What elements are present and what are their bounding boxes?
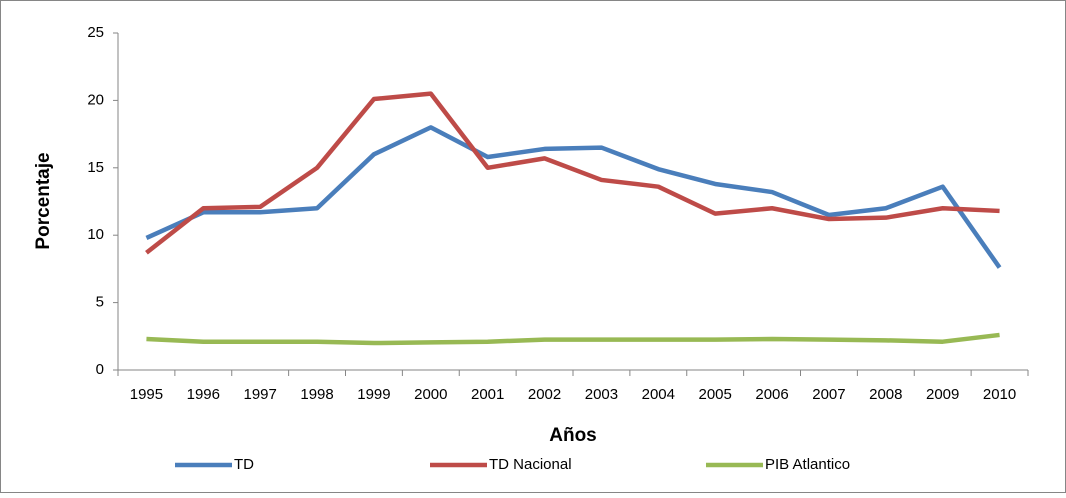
x-tick-label: 2007 xyxy=(812,386,845,403)
legend-label: TD xyxy=(234,456,254,473)
series-line xyxy=(145,125,1002,269)
y-tick-label: 25 xyxy=(87,24,104,41)
x-axis-title: Años xyxy=(549,425,597,446)
series-line xyxy=(146,332,1000,346)
legend-label: PIB Atlantico xyxy=(765,456,850,473)
legend-label: TD Nacional xyxy=(489,456,572,473)
x-tick-label: 2001 xyxy=(471,386,504,403)
x-tick-label: 2010 xyxy=(983,386,1016,403)
x-tick-label: 2005 xyxy=(699,386,732,403)
x-tick-label: 1997 xyxy=(244,386,277,403)
y-tick-label: 5 xyxy=(96,294,104,311)
x-tick-label: 1999 xyxy=(357,386,390,403)
x-tick-label: 1998 xyxy=(300,386,333,403)
x-tick-label: 2009 xyxy=(926,386,959,403)
x-tick-label: 2008 xyxy=(869,386,902,403)
y-tick-label: 0 xyxy=(96,361,104,378)
x-tick-label: 2002 xyxy=(528,386,561,403)
x-tick-label: 2006 xyxy=(755,386,788,403)
y-tick-label: 10 xyxy=(87,226,104,243)
x-tick-label: 2004 xyxy=(642,386,675,403)
y-axis-title: Porcentaje xyxy=(33,152,54,249)
y-tick-label: 20 xyxy=(87,91,104,108)
series-line xyxy=(145,91,1000,255)
x-tick-label: 1995 xyxy=(130,386,163,403)
x-tick-label: 2003 xyxy=(585,386,618,403)
x-tick-label: 2000 xyxy=(414,386,447,403)
x-tick-label: 1996 xyxy=(187,386,220,403)
y-tick-label: 15 xyxy=(87,159,104,176)
